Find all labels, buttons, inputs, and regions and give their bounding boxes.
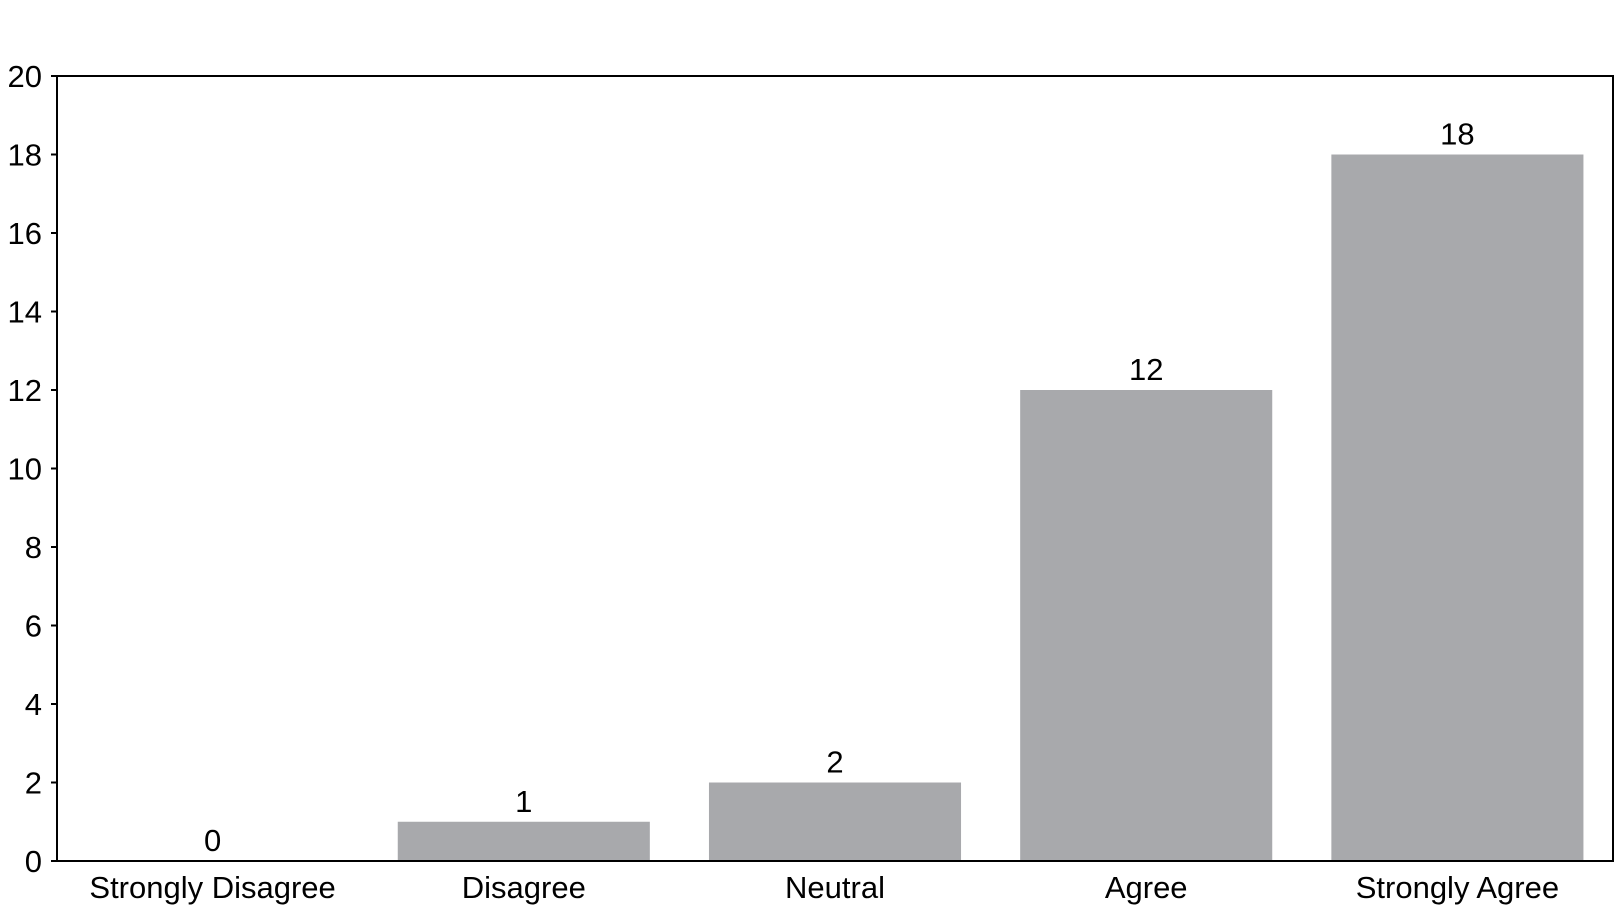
y-tick-label: 10 — [8, 452, 42, 487]
y-tick-label: 0 — [25, 844, 42, 879]
y-tick-label: 18 — [8, 138, 42, 173]
data-label: 18 — [1440, 117, 1474, 152]
y-tick-label: 2 — [25, 766, 42, 801]
y-axis: 0 2 4 6 8 10 12 14 16 18 20 — [8, 59, 57, 879]
x-category-label: Disagree — [462, 870, 586, 905]
data-label: 0 — [204, 823, 221, 858]
bar-neutral — [708, 782, 962, 860]
y-tick-label: 8 — [25, 530, 42, 565]
data-label: 12 — [1129, 352, 1163, 387]
bar-agree — [1020, 390, 1273, 860]
x-category-label: Neutral — [785, 870, 885, 905]
bar-strongly-agree — [1331, 154, 1584, 860]
y-tick-label: 6 — [25, 609, 42, 644]
x-axis: Strongly Disagree Disagree Neutral Agree Str… — [89, 870, 1559, 905]
y-tick-label: 12 — [8, 373, 42, 408]
x-category-label: Strongly Disagree — [89, 870, 335, 905]
bar-series — [397, 154, 1584, 860]
data-label: 1 — [515, 784, 532, 819]
data-label: 2 — [826, 745, 843, 780]
y-tick-label: 20 — [8, 59, 42, 94]
y-tick-label: 16 — [8, 216, 42, 251]
y-tick-label: 14 — [8, 295, 42, 330]
x-category-label: Agree — [1105, 870, 1188, 905]
x-category-label: Strongly Agree — [1356, 870, 1559, 905]
y-tick-label: 4 — [25, 687, 42, 722]
bar-disagree — [397, 821, 650, 860]
